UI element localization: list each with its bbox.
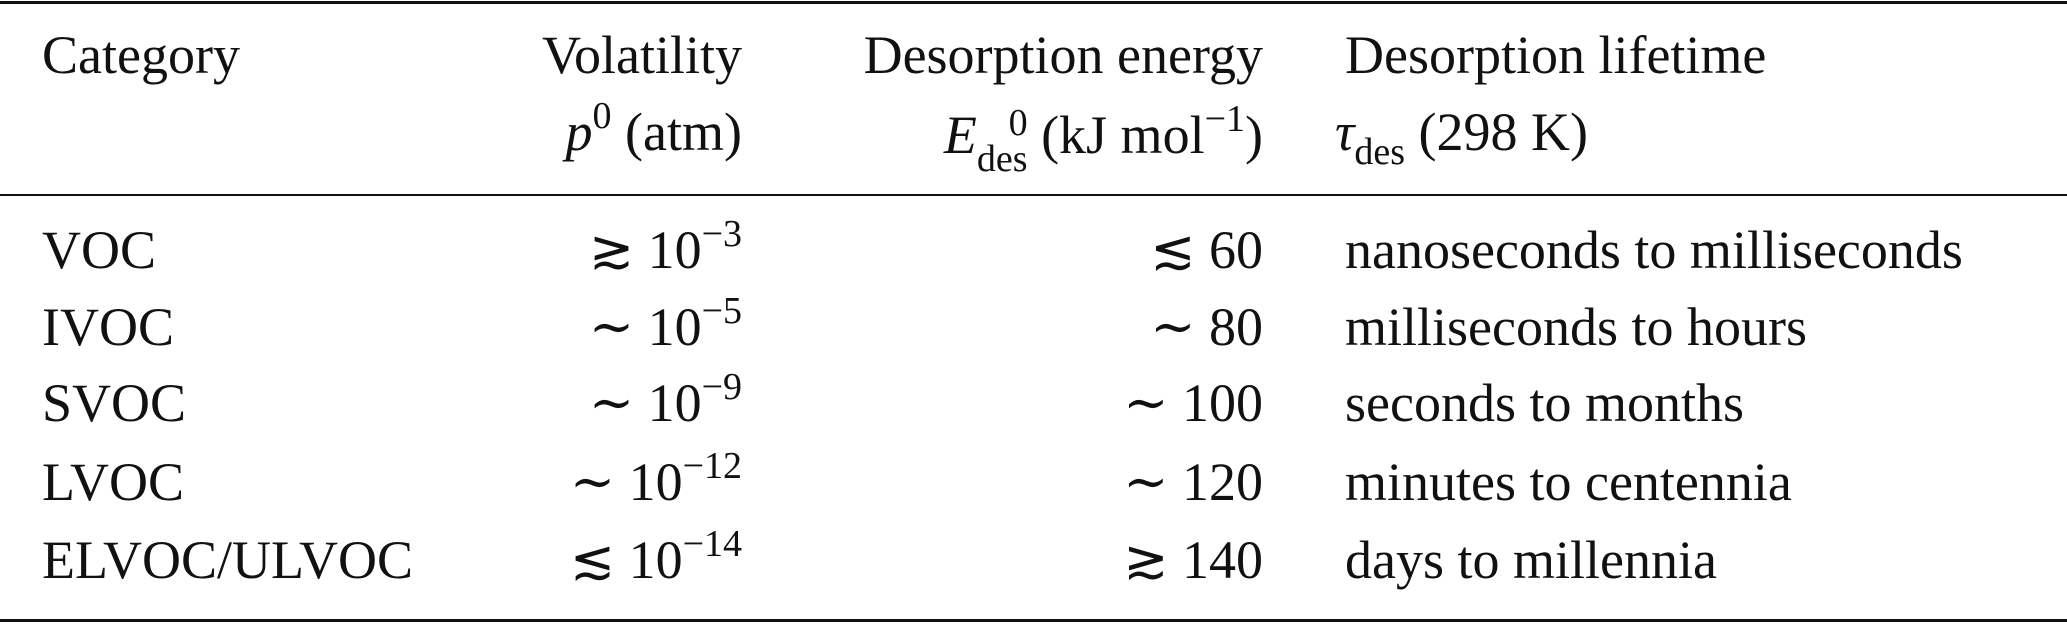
superscript: 0 — [592, 95, 612, 137]
category-cell: ELVOC/ULVOC — [42, 530, 414, 590]
category-cell: VOC — [42, 220, 157, 280]
unit: (atm) — [625, 102, 742, 162]
unit-exponent: −1 — [1204, 98, 1246, 140]
subscript: des — [1354, 131, 1405, 173]
lifetime-cell: seconds to months — [1345, 373, 1744, 433]
volatility-cell: ∼ 10−12 — [569, 447, 742, 512]
relation: ∼ — [1123, 452, 1169, 512]
header-cell: E 0 des (kJ mol−1) — [943, 100, 1263, 180]
relation: ≳ — [588, 220, 635, 280]
value: 120 — [1182, 452, 1263, 512]
mid-rule — [0, 194, 2067, 196]
exponent: −9 — [701, 366, 742, 408]
header-cell: Desorption lifetime — [1345, 25, 1767, 85]
relation: ≲ — [569, 530, 616, 590]
header-cell: Category — [42, 25, 240, 85]
energy-cell: ≳ 140 — [1123, 533, 1263, 587]
relation: ≳ — [1123, 530, 1169, 590]
unit: (298 K) — [1418, 102, 1588, 162]
header-cell: p0 (atm) — [565, 97, 742, 162]
relation: ∼ — [588, 373, 635, 433]
relation: ∼ — [1123, 373, 1169, 433]
volatility-cell: ≳ 10−3 — [588, 215, 742, 280]
header-cell: Volatility — [541, 25, 742, 85]
volatility-cell: ≲ 10−14 — [569, 525, 742, 590]
energy-cell: ∼ 80 — [1150, 300, 1263, 354]
base: 10 — [647, 297, 702, 357]
header-cell: τdes (298 K) — [1335, 102, 1588, 171]
relation: ∼ — [1150, 297, 1196, 357]
lifetime-cell: minutes to centennia — [1345, 452, 1792, 512]
value: 80 — [1209, 297, 1263, 357]
unit: ) — [1245, 105, 1263, 165]
superscript: 0 — [1008, 102, 1028, 144]
base: 10 — [628, 530, 683, 590]
script-stack: 0 des — [976, 102, 1028, 180]
symbol: p — [565, 102, 593, 162]
energy-cell: ≲ 60 — [1150, 223, 1263, 277]
relation: ∼ — [588, 297, 635, 357]
volatility-cell: ∼ 10−9 — [588, 368, 742, 433]
energy-cell: ∼ 120 — [1123, 455, 1263, 509]
base: 10 — [647, 373, 702, 433]
base: 10 — [628, 452, 683, 512]
exponent: −3 — [701, 213, 742, 255]
category-cell: SVOC — [42, 373, 187, 433]
symbol: τ — [1335, 102, 1355, 162]
subscript: des — [976, 138, 1028, 180]
exponent: −5 — [701, 290, 742, 332]
lifetime-cell: nanoseconds to milliseconds — [1345, 220, 1963, 280]
bottom-rule — [0, 619, 2067, 622]
value: 60 — [1209, 220, 1263, 280]
exponent: −14 — [682, 523, 742, 565]
header-cell: Desorption energy — [863, 25, 1263, 85]
category-cell: IVOC — [42, 297, 174, 357]
top-rule — [0, 1, 2067, 4]
exponent: −12 — [682, 445, 742, 487]
energy-cell: ∼ 100 — [1123, 376, 1263, 430]
volatility-cell: ∼ 10−5 — [588, 292, 742, 357]
lifetime-cell: days to millennia — [1345, 530, 1717, 590]
symbol: E — [943, 105, 977, 165]
value: 100 — [1182, 373, 1263, 433]
category-cell: LVOC — [42, 452, 185, 512]
relation: ≲ — [1150, 220, 1196, 280]
unit: (kJ mol — [1041, 105, 1205, 165]
relation: ∼ — [569, 452, 616, 512]
lifetime-cell: milliseconds to hours — [1345, 297, 1807, 357]
value: 140 — [1182, 530, 1263, 590]
base: 10 — [647, 220, 702, 280]
